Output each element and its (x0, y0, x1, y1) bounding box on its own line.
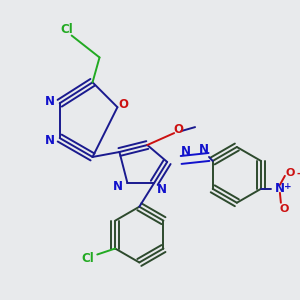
Text: N: N (275, 182, 285, 195)
Text: N: N (157, 183, 167, 196)
Text: N: N (112, 180, 122, 193)
Text: N: N (199, 142, 209, 155)
Text: +: + (284, 182, 292, 191)
Text: -: - (297, 169, 300, 179)
Text: O: O (285, 168, 295, 178)
Text: O: O (173, 123, 183, 136)
Text: N: N (45, 95, 55, 108)
Text: O: O (279, 204, 289, 214)
Text: N: N (45, 134, 55, 146)
Text: N: N (181, 146, 191, 158)
Text: Cl: Cl (60, 23, 73, 36)
Text: O: O (118, 98, 128, 111)
Text: Cl: Cl (81, 252, 94, 265)
